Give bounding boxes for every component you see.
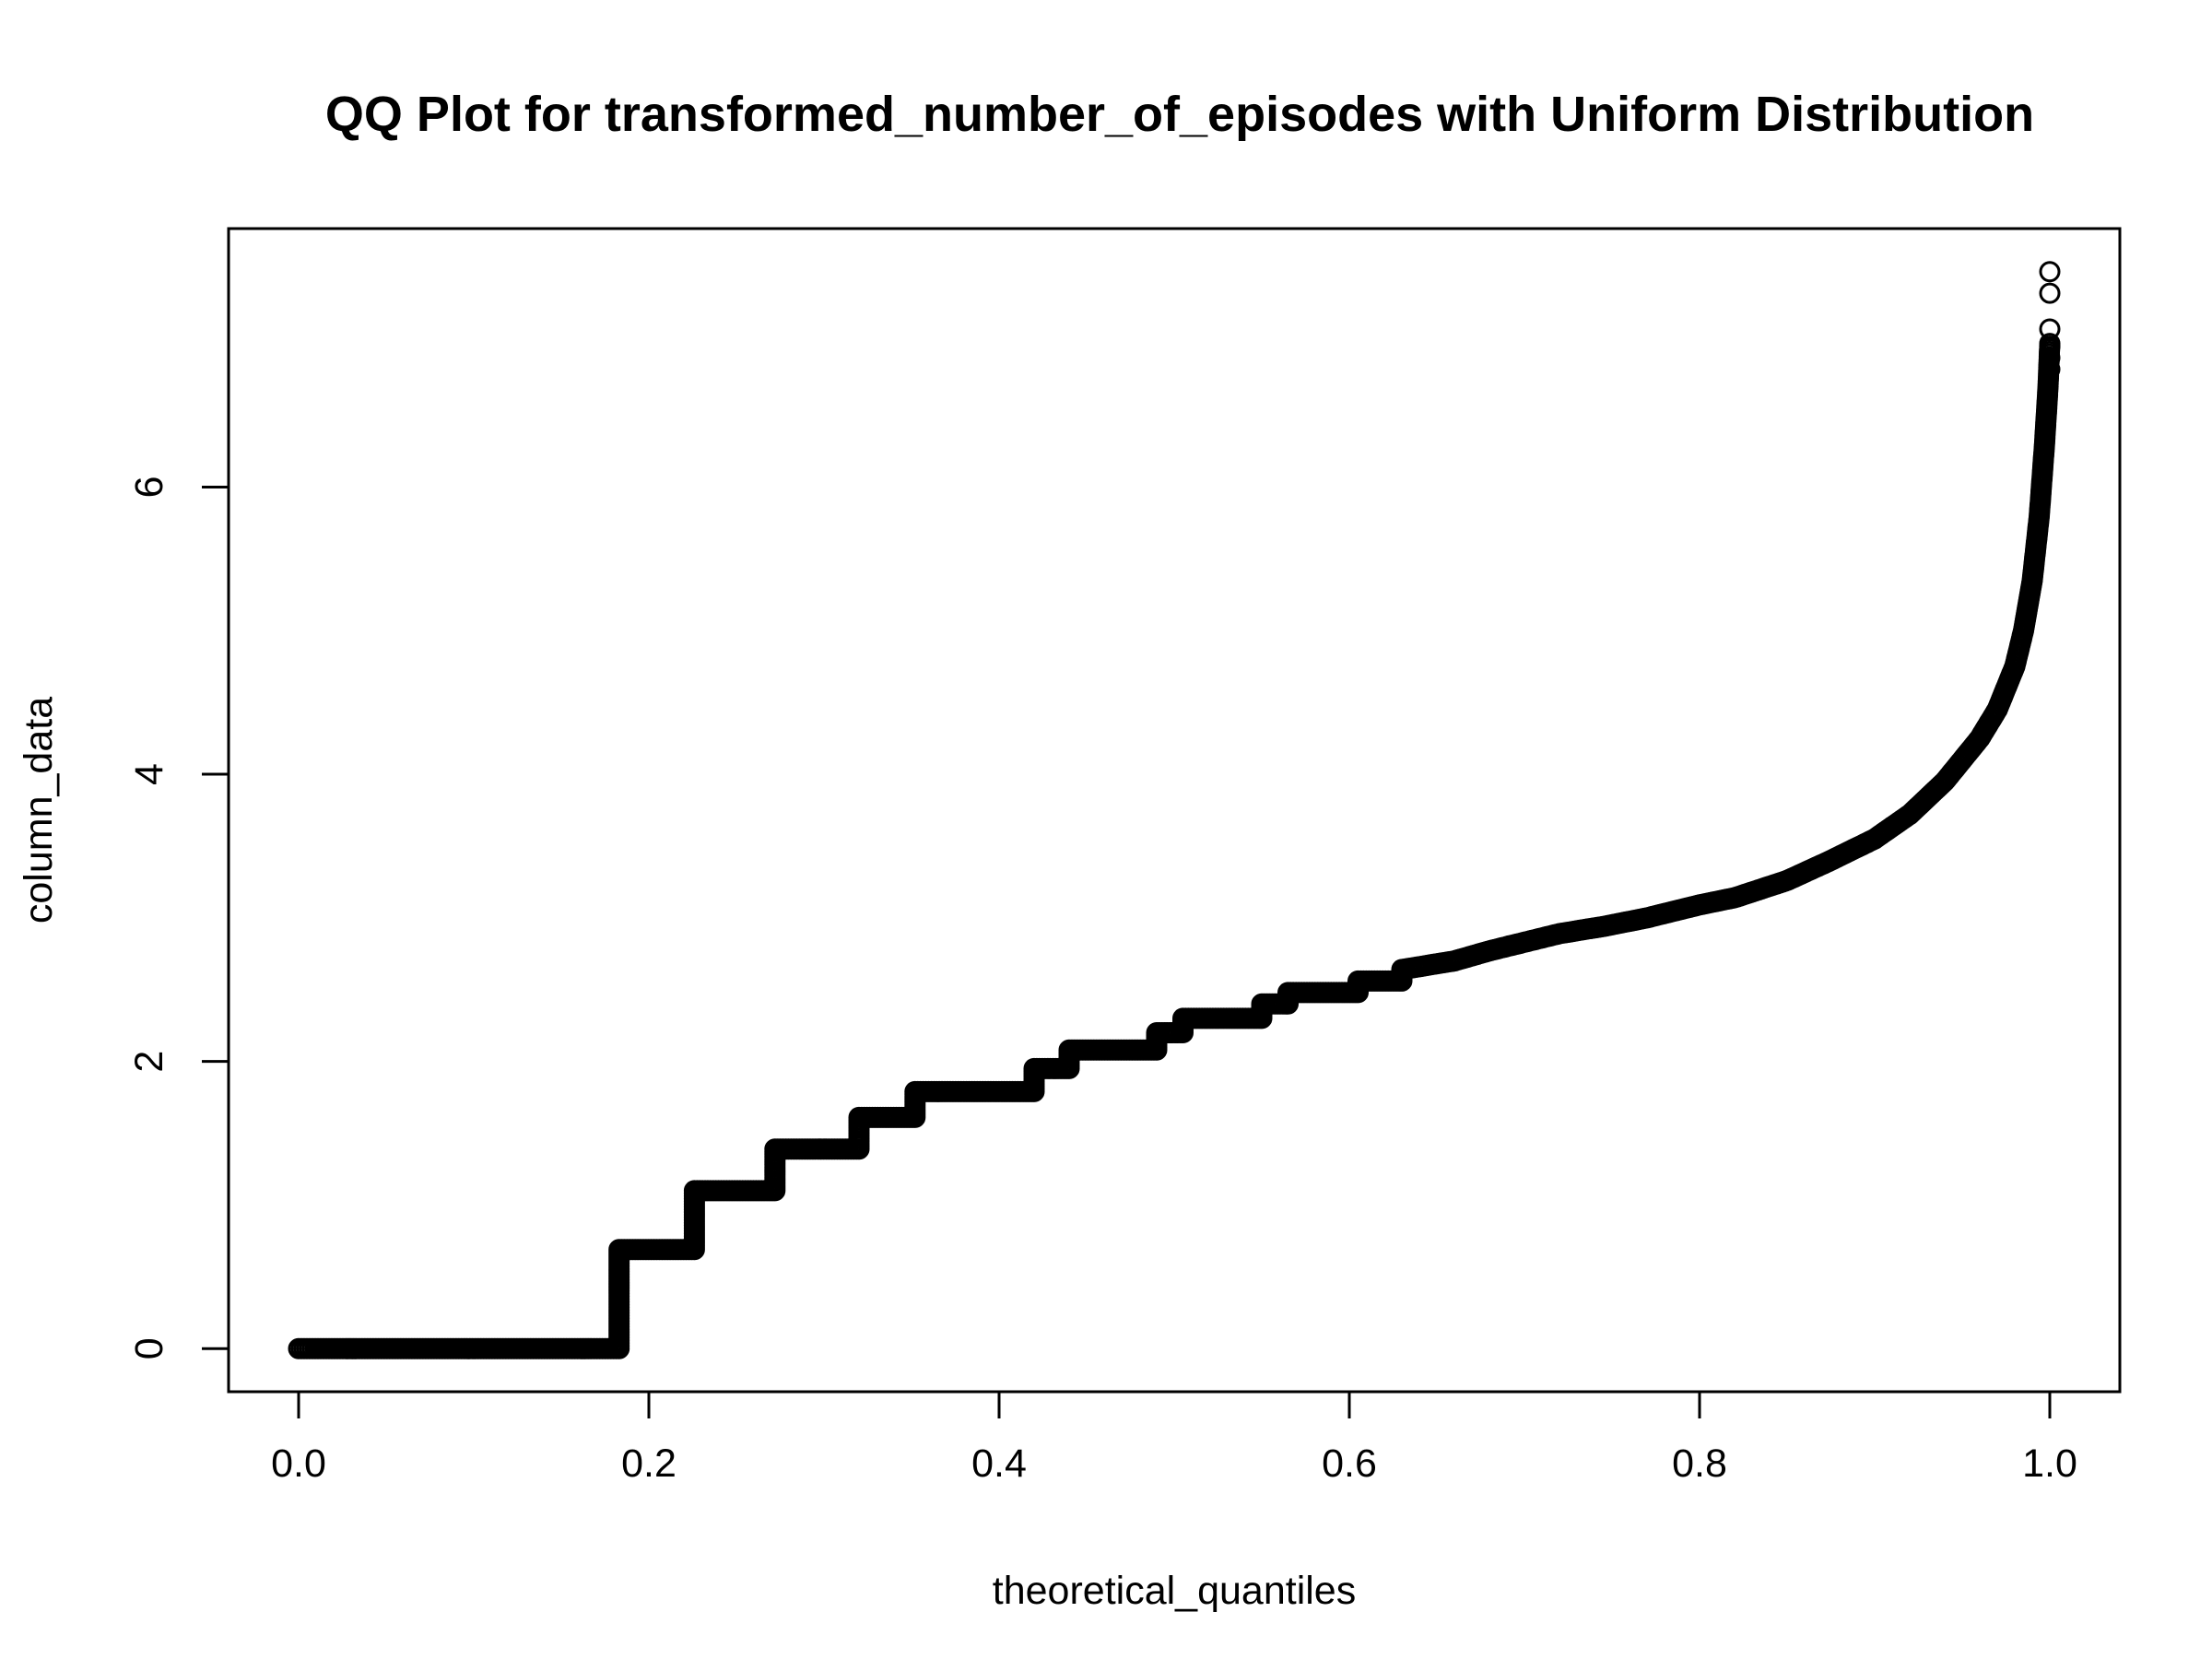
data-point (2039, 359, 2061, 381)
x-axis: 0.0 0.2 0.4 0.6 0.8 1.0 (271, 1390, 2077, 1486)
y-tick-label: 6 (127, 476, 171, 498)
y-axis: 0 2 4 6 (127, 476, 230, 1359)
x-tick-label: 1.0 (2022, 1441, 2077, 1486)
y-tick-label: 4 (127, 763, 171, 785)
y-tick-label: 2 (127, 1051, 171, 1073)
y-axis-label: column_data (17, 697, 61, 924)
chart-title: QQ Plot for transformed_number_of_episod… (325, 87, 2034, 142)
x-tick-label: 0.0 (271, 1441, 326, 1486)
x-axis-label: theoretical_quantiles (993, 1569, 1356, 1613)
data-point (2039, 335, 2061, 358)
data-point (2039, 347, 2061, 369)
x-tick-label: 0.2 (621, 1441, 677, 1486)
data-point (2039, 282, 2061, 304)
data-point (2039, 261, 2061, 283)
x-tick-label: 0.6 (1322, 1441, 1377, 1486)
data-points (288, 261, 2061, 1359)
y-tick-label: 0 (127, 1337, 171, 1359)
x-tick-label: 0.8 (1672, 1441, 1727, 1486)
x-tick-label: 0.4 (971, 1441, 1027, 1486)
